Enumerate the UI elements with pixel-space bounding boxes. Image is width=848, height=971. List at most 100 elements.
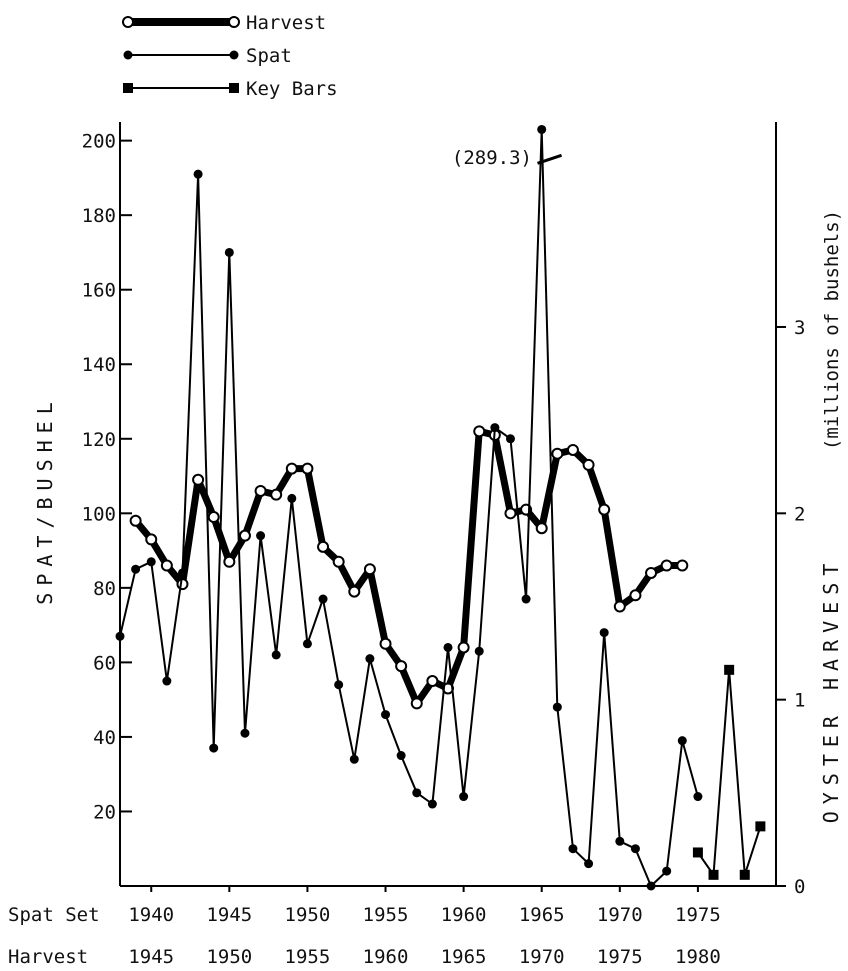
harvest-point-1973 xyxy=(660,559,673,572)
series-line-harvest xyxy=(132,427,683,707)
x-tick-label-0-1950: 1950 xyxy=(285,904,331,926)
legend-harvest-marker-right xyxy=(228,16,240,28)
left-tick-label-120: 120 xyxy=(82,429,116,451)
harvest-point-1947 xyxy=(254,484,267,497)
series-harvest xyxy=(129,425,689,710)
harvest-point-1974 xyxy=(676,559,689,572)
spat-point-1960 xyxy=(459,792,469,802)
legend-harvest-label: Harvest xyxy=(246,12,326,34)
harvest-point-1969 xyxy=(598,503,611,516)
series-line-spat xyxy=(119,128,699,887)
spat-point-1947 xyxy=(256,531,266,541)
spat-point-1951 xyxy=(318,594,328,604)
legend-spat-marker-right xyxy=(229,50,239,60)
left-tick-label-180: 180 xyxy=(82,205,116,227)
series-line-key-bars xyxy=(697,668,762,876)
x-tick-label-1-1950: 1950 xyxy=(206,946,252,968)
harvest-point-1955 xyxy=(379,637,392,650)
legend-item-key-bars: Key Bars xyxy=(123,78,338,100)
harvest-point-1952 xyxy=(332,555,345,568)
harvest-point-1956 xyxy=(395,660,408,673)
spat-point-1949 xyxy=(287,493,297,503)
left-y-axis-title: SPAT/BUSHEL xyxy=(33,395,57,604)
spat-point-1948 xyxy=(271,650,281,660)
annotation-break-mark xyxy=(537,153,562,165)
spat-point-1962 xyxy=(490,423,500,433)
harvest-point-1942 xyxy=(176,578,189,591)
spat-point-1972 xyxy=(646,881,656,891)
spat-point-1963 xyxy=(505,434,515,444)
x-tick-label-1-1970: 1970 xyxy=(519,946,565,968)
left-tick-label-80: 80 xyxy=(93,578,116,600)
x-tick-label-1-1945: 1945 xyxy=(128,946,174,968)
harvest-point-1968 xyxy=(582,458,595,471)
harvest-point-1971 xyxy=(629,589,642,602)
spat-point-1938 xyxy=(115,631,125,641)
x-tick-label-0-1955: 1955 xyxy=(363,904,409,926)
harvest-point-1941 xyxy=(160,559,173,572)
harvest-point-1949 xyxy=(285,462,298,475)
key-bars-point-1976 xyxy=(708,869,719,880)
right-tick-label-0: 0 xyxy=(794,876,805,898)
x-tick-label-1-1960: 1960 xyxy=(363,946,409,968)
spat-point-1950 xyxy=(302,639,312,649)
harvest-point-1958 xyxy=(426,675,439,688)
spat-point-1955 xyxy=(381,710,391,720)
left-tick-label-200: 200 xyxy=(82,131,116,153)
x-tick-label-0-1975: 1975 xyxy=(675,904,721,926)
harvest-point-1939 xyxy=(129,514,142,527)
spat-point-1966 xyxy=(552,702,562,712)
spat-point-1943 xyxy=(193,169,203,179)
legend-spat-marker-left xyxy=(123,50,133,60)
spat-point-1959 xyxy=(443,642,453,652)
legend-item-spat: Spat xyxy=(123,45,292,67)
key-bars-point-1977 xyxy=(724,664,735,675)
spat-point-1942 xyxy=(177,568,187,578)
left-tick-label-160: 160 xyxy=(82,280,116,302)
spat-point-1961 xyxy=(474,646,484,656)
harvest-point-1954 xyxy=(363,563,376,576)
legend: Harvest Spat Key Bars xyxy=(122,12,338,100)
spat-point-1954 xyxy=(365,654,375,664)
left-tick-label-20: 20 xyxy=(93,801,116,823)
plot-frame xyxy=(119,122,777,887)
right-y-axis-ticks: 0 1 2 3 xyxy=(776,317,805,898)
right-tick-label-1: 1 xyxy=(794,690,805,712)
spat-point-1965 xyxy=(537,124,547,134)
x-tick-label-1-1980: 1980 xyxy=(675,946,721,968)
x-tick-label-0-1960: 1960 xyxy=(441,904,487,926)
right-y-axis-unit: (millions of bushels) xyxy=(821,210,843,450)
harvest-point-1946 xyxy=(238,529,251,542)
series-spat xyxy=(115,124,703,891)
spat-point-1939 xyxy=(131,564,141,574)
harvest-point-1948 xyxy=(270,488,283,501)
harvest-point-1945 xyxy=(223,555,236,568)
x-row-label-0: Spat Set xyxy=(8,904,100,926)
spat-point-1940 xyxy=(146,557,156,567)
harvest-point-1972 xyxy=(645,566,658,579)
left-tick-label-100: 100 xyxy=(82,503,116,525)
series-key-bars xyxy=(692,664,766,880)
legend-spat-label: Spat xyxy=(246,45,292,67)
x-axis-ticks: Spat Set 1940 1945 1950 1955 1960 1965 1970 1975… xyxy=(8,886,721,968)
spat-point-1957 xyxy=(412,788,422,798)
spat-point-1974 xyxy=(677,736,687,746)
legend-item-harvest: Harvest xyxy=(122,12,326,34)
right-tick-label-3: 3 xyxy=(794,317,805,339)
key-bars-point-1975 xyxy=(692,847,703,858)
harvest-point-1970 xyxy=(613,600,626,613)
left-tick-label-40: 40 xyxy=(93,727,116,749)
x-tick-label-1-1965: 1965 xyxy=(441,946,487,968)
harvest-point-1965 xyxy=(535,522,548,535)
legend-key-bars-marker-left xyxy=(123,83,133,93)
harvest-point-1944 xyxy=(207,511,220,524)
x-tick-label-1-1955: 1955 xyxy=(285,946,331,968)
spat-point-1946 xyxy=(240,728,250,738)
x-tick-label-0-1940: 1940 xyxy=(128,904,174,926)
spat-point-1967 xyxy=(568,844,578,854)
x-tick-label-0-1945: 1945 xyxy=(206,904,252,926)
spat-point-1941 xyxy=(162,676,172,686)
spat-point-1944 xyxy=(209,743,219,753)
harvest-point-1961 xyxy=(473,425,486,438)
spat-point-1969 xyxy=(599,628,609,638)
